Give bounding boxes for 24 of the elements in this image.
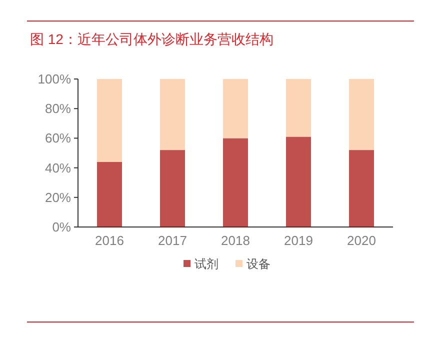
y-tick-label: 60% bbox=[44, 130, 72, 146]
x-tick-label: 2017 bbox=[158, 233, 187, 248]
y-tick-label: 80% bbox=[44, 101, 72, 116]
bar bbox=[286, 79, 311, 137]
y-tick-label: 100% bbox=[38, 72, 72, 86]
x-tick-label: 2019 bbox=[284, 233, 313, 248]
x-tick-label: 2016 bbox=[95, 233, 124, 248]
bar bbox=[286, 136, 311, 227]
bar bbox=[349, 79, 374, 150]
bar bbox=[223, 79, 248, 138]
bar bbox=[160, 150, 185, 227]
legend-label: 试剂 bbox=[194, 257, 218, 271]
x-tick-label: 2018 bbox=[221, 233, 250, 248]
bar bbox=[160, 79, 185, 150]
bar bbox=[349, 150, 374, 227]
y-tick-label: 20% bbox=[44, 190, 72, 205]
legend-label: 设备 bbox=[246, 257, 270, 271]
bar bbox=[97, 79, 122, 162]
y-tick-label: 40% bbox=[44, 160, 72, 176]
bar bbox=[223, 138, 248, 227]
bar bbox=[97, 162, 122, 227]
chart-title: 图 12：近年公司体外诊断业务营收结构 bbox=[30, 31, 274, 47]
x-tick-label: 2020 bbox=[347, 233, 376, 248]
y-tick-label: 0% bbox=[52, 220, 72, 234]
